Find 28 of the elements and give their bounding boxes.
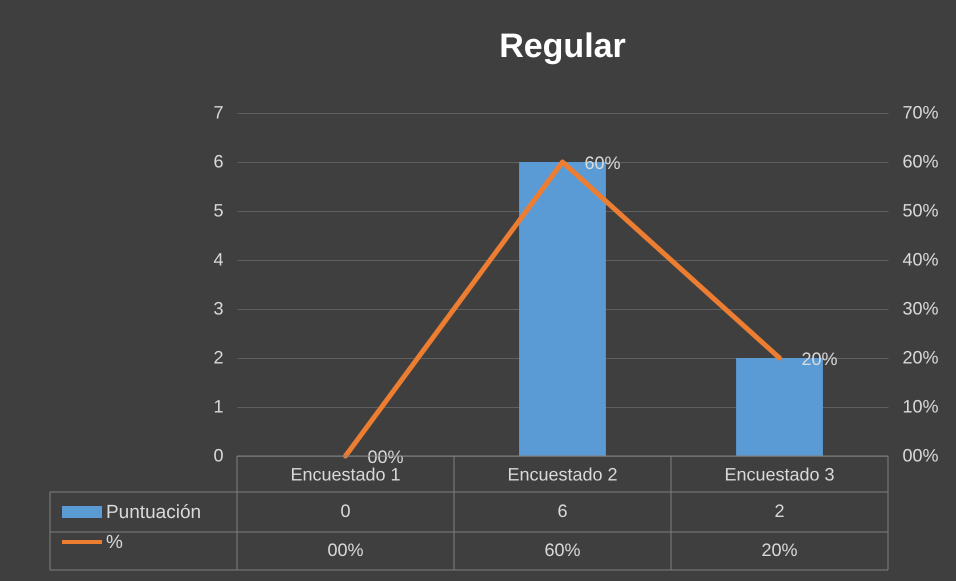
x-tick-label: Encuestado 3 [724, 464, 835, 484]
data-label: 0 [340, 501, 351, 521]
data-label: 2 [774, 501, 785, 521]
y-tick-label: 0 [213, 446, 224, 466]
y-tick-label: 7 [213, 102, 224, 122]
y-tick-label: 6 [213, 152, 224, 172]
y2-tick-label: 60% [902, 152, 939, 172]
chart-title: Regular [499, 27, 626, 65]
legend-label: Puntuación [106, 502, 202, 523]
legend-label: % [106, 532, 123, 553]
data-label: 6 [557, 501, 568, 521]
y-tick-label: 2 [213, 348, 224, 368]
y2-tick-label: 00% [902, 446, 939, 466]
y2-tick-label: 10% [902, 396, 939, 416]
y2-tick-label: 20% [902, 348, 939, 368]
data-label: 20% [761, 540, 798, 560]
y-tick-label: 5 [213, 200, 224, 220]
data-label: 00% [327, 540, 364, 560]
y2-tick-label: 70% [902, 102, 939, 122]
y2-tick-label: 50% [902, 200, 939, 220]
y-tick-label: 3 [213, 298, 224, 318]
data-label: 60% [544, 540, 581, 560]
y-tick-label: 4 [213, 250, 224, 270]
x-tick-label: Encuestado 1 [290, 464, 401, 484]
y-tick-label: 1 [213, 396, 224, 416]
y2-tick-label: 40% [902, 250, 939, 270]
x-tick-label: Encuestado 2 [507, 464, 618, 484]
y2-tick-label: 30% [902, 298, 939, 318]
